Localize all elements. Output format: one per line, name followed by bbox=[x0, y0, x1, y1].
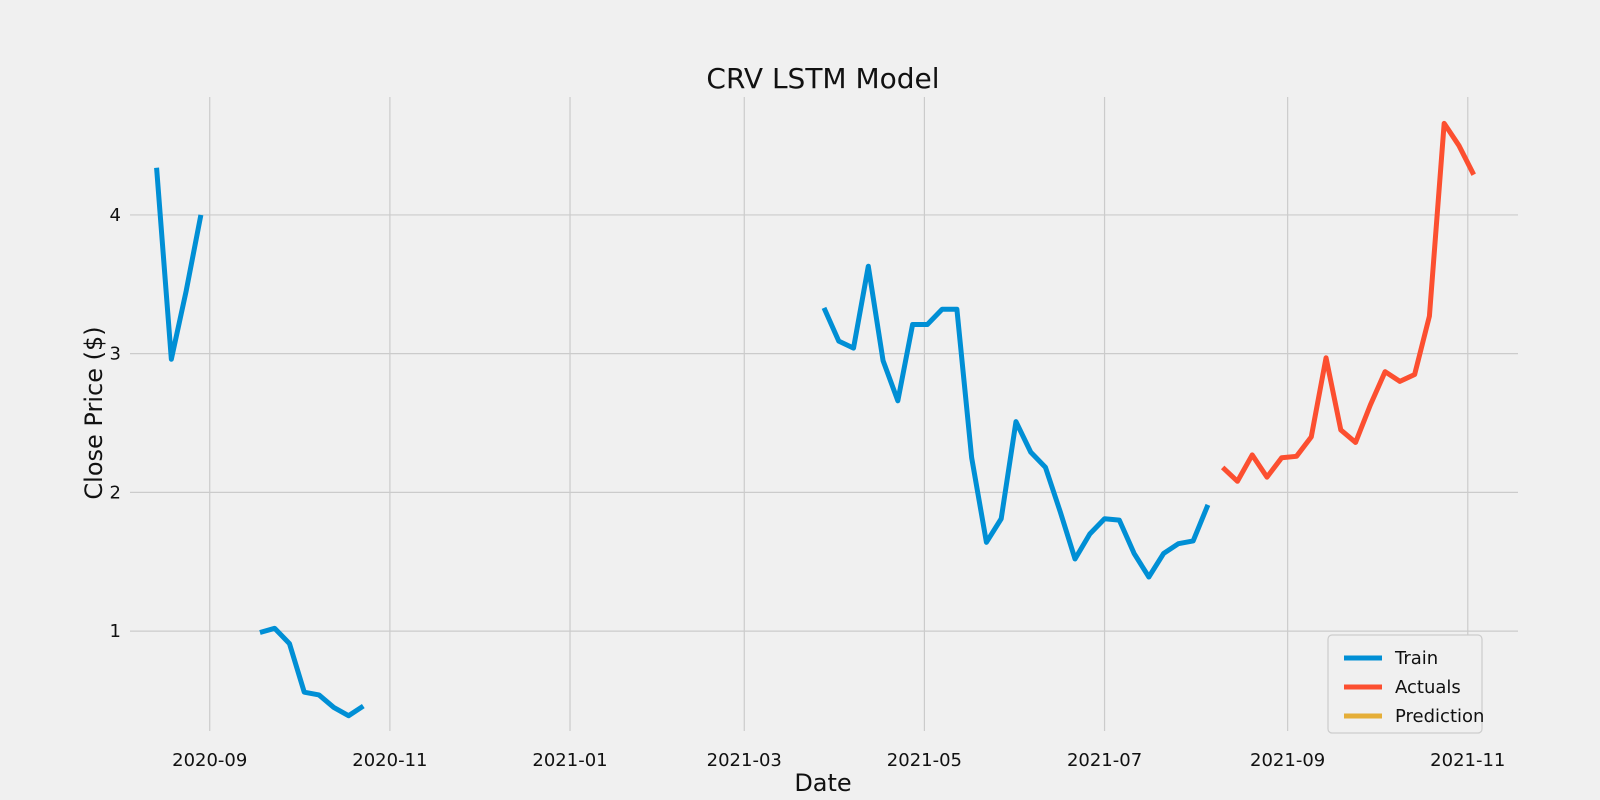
x-tick-label: 2021-11 bbox=[1430, 750, 1505, 771]
tick-layer: 2020-09 2020-11 2021-01 2021-03 2021-05 2021-… bbox=[110, 205, 1506, 771]
x-axis-label: Date bbox=[794, 769, 851, 797]
series-line-train-1 bbox=[154, 167, 204, 362]
legend-label-prediction: Prediction bbox=[1395, 706, 1484, 727]
x-tick-label: 2021-03 bbox=[707, 750, 782, 771]
y-axis-label: Close Price ($) bbox=[80, 326, 108, 499]
x-tick-label: 2021-07 bbox=[1067, 750, 1142, 771]
series-layer bbox=[154, 120, 1476, 719]
y-tick-label: 2 bbox=[110, 482, 121, 503]
chart-title: CRV LSTM Model bbox=[706, 62, 939, 95]
y-tick-label: 4 bbox=[110, 205, 121, 226]
legend: Train Actuals Prediction bbox=[1327, 634, 1484, 734]
series-line-train-2 bbox=[259, 625, 365, 719]
x-tick-label: 2021-05 bbox=[887, 750, 962, 771]
series-line-actuals-1 bbox=[1220, 120, 1476, 484]
y-tick-label: 3 bbox=[110, 344, 121, 365]
y-tick-label: 1 bbox=[110, 621, 121, 642]
x-tick-label: 2021-01 bbox=[532, 750, 607, 771]
x-tick-label: 2020-11 bbox=[352, 750, 427, 771]
legend-label-train: Train bbox=[1394, 648, 1438, 669]
grid-layer bbox=[130, 97, 1518, 731]
x-tick-label: 2020-09 bbox=[172, 750, 247, 771]
x-tick-label: 2021-09 bbox=[1250, 750, 1325, 771]
legend-label-actuals: Actuals bbox=[1395, 677, 1461, 698]
series-line-train-3 bbox=[821, 263, 1211, 580]
